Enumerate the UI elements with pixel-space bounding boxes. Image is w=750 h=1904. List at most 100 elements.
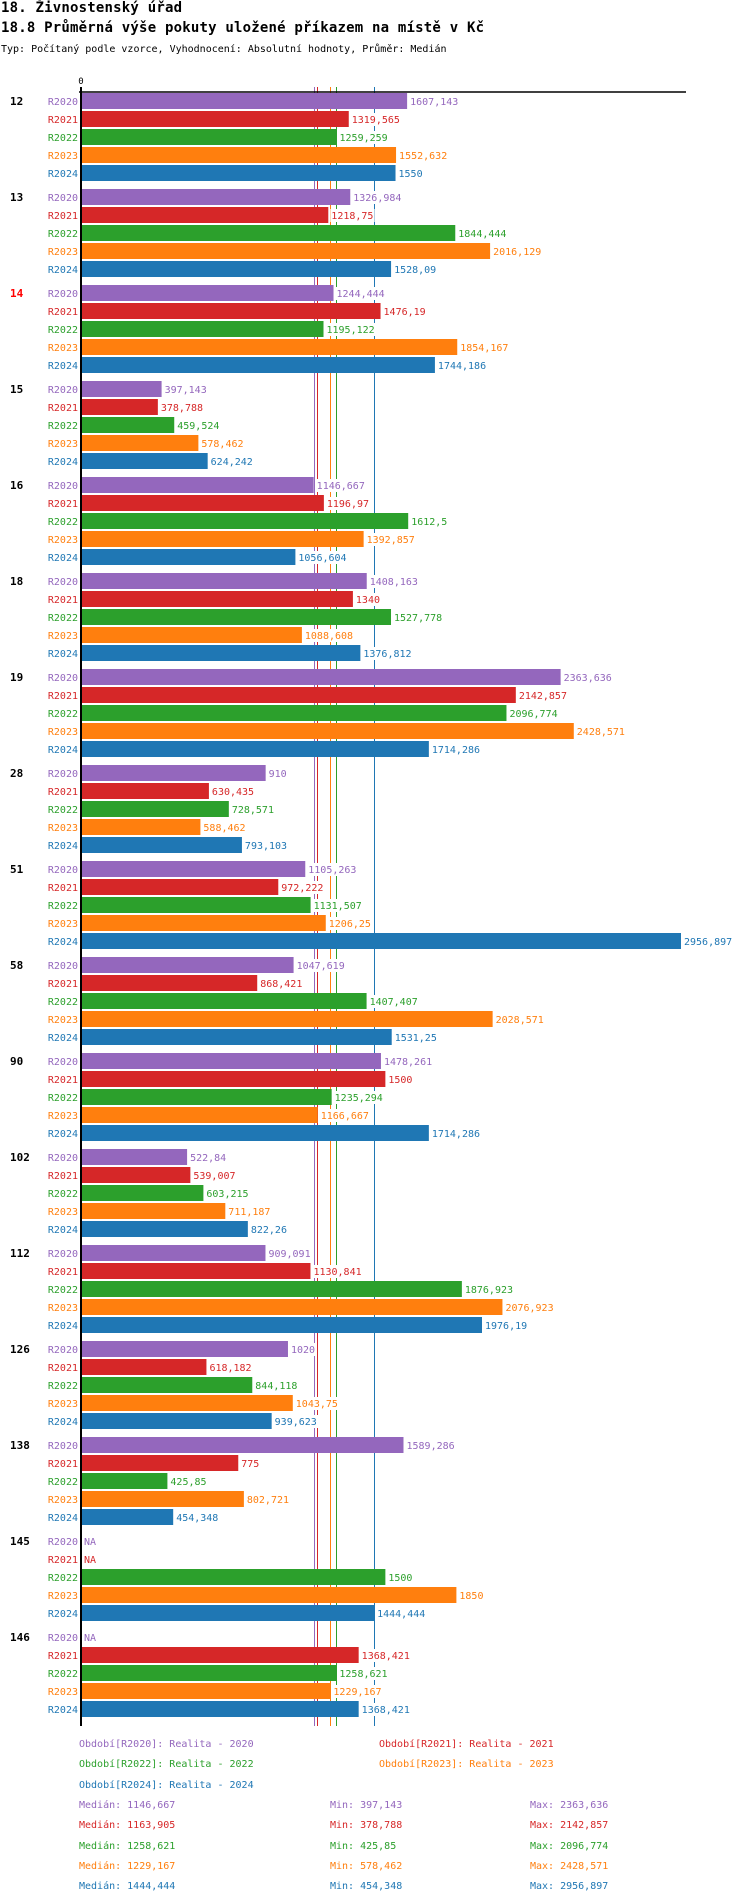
series-label: R2022 bbox=[48, 133, 78, 144]
bar-r2022-14 bbox=[81, 321, 324, 337]
series-label: R2024 bbox=[48, 1513, 78, 1524]
value-label-bg bbox=[267, 767, 288, 780]
value-label-bg bbox=[307, 863, 358, 876]
value-label-bg bbox=[243, 839, 289, 852]
value-label-bg bbox=[297, 551, 348, 564]
series-label: R2021 bbox=[48, 1555, 78, 1566]
value-label: 2428,571 bbox=[577, 727, 625, 738]
bars bbox=[81, 93, 681, 1717]
value-label: 1105,263 bbox=[308, 865, 356, 876]
value-label: 397,143 bbox=[165, 385, 207, 396]
category-label: 14 bbox=[10, 287, 24, 300]
value-label: 1407,407 bbox=[370, 997, 418, 1008]
bar-r2020-15 bbox=[81, 381, 162, 397]
stat-max-r2022: Max: 2096,774 bbox=[530, 1840, 609, 1852]
stat-min-r2021: Min: 378,788 bbox=[330, 1820, 403, 1832]
category-label: 112 bbox=[10, 1247, 30, 1260]
category-label: 19 bbox=[10, 671, 23, 684]
value-label-bg bbox=[393, 263, 438, 276]
value-label-bg bbox=[387, 1073, 414, 1086]
value-label-bg bbox=[350, 113, 402, 126]
series-label: R2024 bbox=[48, 745, 78, 756]
stat-min-r2024: Min: 454,348 bbox=[330, 1881, 403, 1893]
value-label-bg bbox=[227, 1205, 272, 1218]
value-label: 1550 bbox=[399, 169, 423, 180]
value-label-bg bbox=[368, 995, 419, 1008]
bar-r2020-12 bbox=[81, 93, 408, 109]
value-label: 454,348 bbox=[176, 1513, 218, 1524]
series-label: R2024 bbox=[48, 1609, 78, 1620]
legend-entry-r2024: Období[R2024]: Realita - 2024 bbox=[79, 1779, 254, 1791]
bar-r2020-13 bbox=[81, 189, 351, 205]
bar-r2022-138 bbox=[81, 1473, 168, 1489]
bar-r2023-15 bbox=[81, 435, 199, 451]
value-label-bg bbox=[312, 1265, 363, 1278]
bar-r2021-51 bbox=[81, 879, 279, 895]
stat-median-r2022: Medián: 1258,621 bbox=[79, 1840, 176, 1852]
series-label: R2021 bbox=[48, 1075, 78, 1086]
value-label-bg bbox=[483, 1319, 529, 1332]
value-label-bg bbox=[362, 647, 413, 660]
category-label: 138 bbox=[10, 1439, 30, 1452]
bar-r2024-19 bbox=[81, 741, 429, 757]
value-label: 1714,286 bbox=[432, 1129, 480, 1140]
bar-r2024-58 bbox=[81, 1029, 392, 1045]
value-label-bg bbox=[335, 287, 386, 300]
value-label: 588,462 bbox=[203, 823, 245, 834]
category-label: 90 bbox=[10, 1055, 23, 1068]
value-label: 793,103 bbox=[245, 841, 287, 852]
value-label: 1844,444 bbox=[458, 229, 506, 240]
value-label-bg bbox=[325, 323, 376, 336]
value-label: 522,84 bbox=[190, 1153, 226, 1164]
value-label: 1206,25 bbox=[329, 919, 371, 930]
value-label: 425,85 bbox=[170, 1477, 206, 1488]
value-label: 2028,571 bbox=[496, 1015, 544, 1026]
value-label: 1976,19 bbox=[485, 1321, 527, 1332]
chart-subtitle: Typ: Počítaný podle vzorce, Vyhodnocení:… bbox=[1, 44, 447, 55]
value-label-bg bbox=[254, 1379, 299, 1392]
series-label: R2020 bbox=[48, 481, 78, 492]
value-label: 1340 bbox=[356, 595, 380, 606]
value-label-bg bbox=[338, 1667, 389, 1680]
bar-r2021-112 bbox=[81, 1263, 311, 1279]
bar-r2021-13 bbox=[81, 207, 329, 223]
series-label: R2020 bbox=[48, 289, 78, 300]
bar-r2022-28 bbox=[81, 801, 229, 817]
bar-r2023-18 bbox=[81, 627, 302, 643]
series-label: R2023 bbox=[48, 1303, 78, 1314]
bar-r2020-90 bbox=[81, 1053, 381, 1069]
stat-median-r2023: Medián: 1229,167 bbox=[79, 1860, 176, 1872]
value-label: 618,182 bbox=[209, 1363, 251, 1374]
bar-r2023-102 bbox=[81, 1203, 226, 1219]
series-label: R2022 bbox=[48, 805, 78, 816]
series-label: R2023 bbox=[48, 1111, 78, 1122]
value-label-bg bbox=[208, 1361, 253, 1374]
value-label-bg bbox=[192, 1169, 237, 1182]
value-label: 1235,294 bbox=[335, 1093, 383, 1104]
series-label: R2022 bbox=[48, 997, 78, 1008]
bar-r2022-102 bbox=[81, 1185, 204, 1201]
value-label-bg bbox=[368, 575, 420, 588]
bar-r2020-14 bbox=[81, 285, 334, 301]
bar-r2024-12 bbox=[81, 165, 396, 181]
value-label-bg bbox=[492, 245, 543, 258]
series-label: R2021 bbox=[48, 1459, 78, 1470]
chart-title: 18.8 Průměrná výše pokuty uložené příkaz… bbox=[1, 20, 485, 36]
legend-entry-r2023: Období[R2023]: Realita - 2023 bbox=[379, 1759, 554, 1771]
bar-r2020-112 bbox=[81, 1245, 266, 1261]
value-label-bg bbox=[267, 1247, 312, 1260]
bar-r2024-16 bbox=[81, 549, 296, 565]
series-label: R2023 bbox=[48, 1495, 78, 1506]
series-label: R2022 bbox=[48, 1381, 78, 1392]
value-label-bg bbox=[338, 131, 389, 144]
bar-r2021-138 bbox=[81, 1455, 239, 1471]
value-label-bg bbox=[436, 359, 488, 372]
value-label: 1319,565 bbox=[352, 115, 400, 126]
value-label-bg bbox=[327, 917, 373, 930]
value-label: 1131,507 bbox=[314, 901, 362, 912]
value-label: 1229,167 bbox=[333, 1687, 381, 1698]
series-label: R2023 bbox=[48, 1015, 78, 1026]
value-label: 1552,632 bbox=[399, 151, 447, 162]
value-label: NA bbox=[84, 1633, 96, 1644]
value-label-bg bbox=[295, 959, 346, 972]
